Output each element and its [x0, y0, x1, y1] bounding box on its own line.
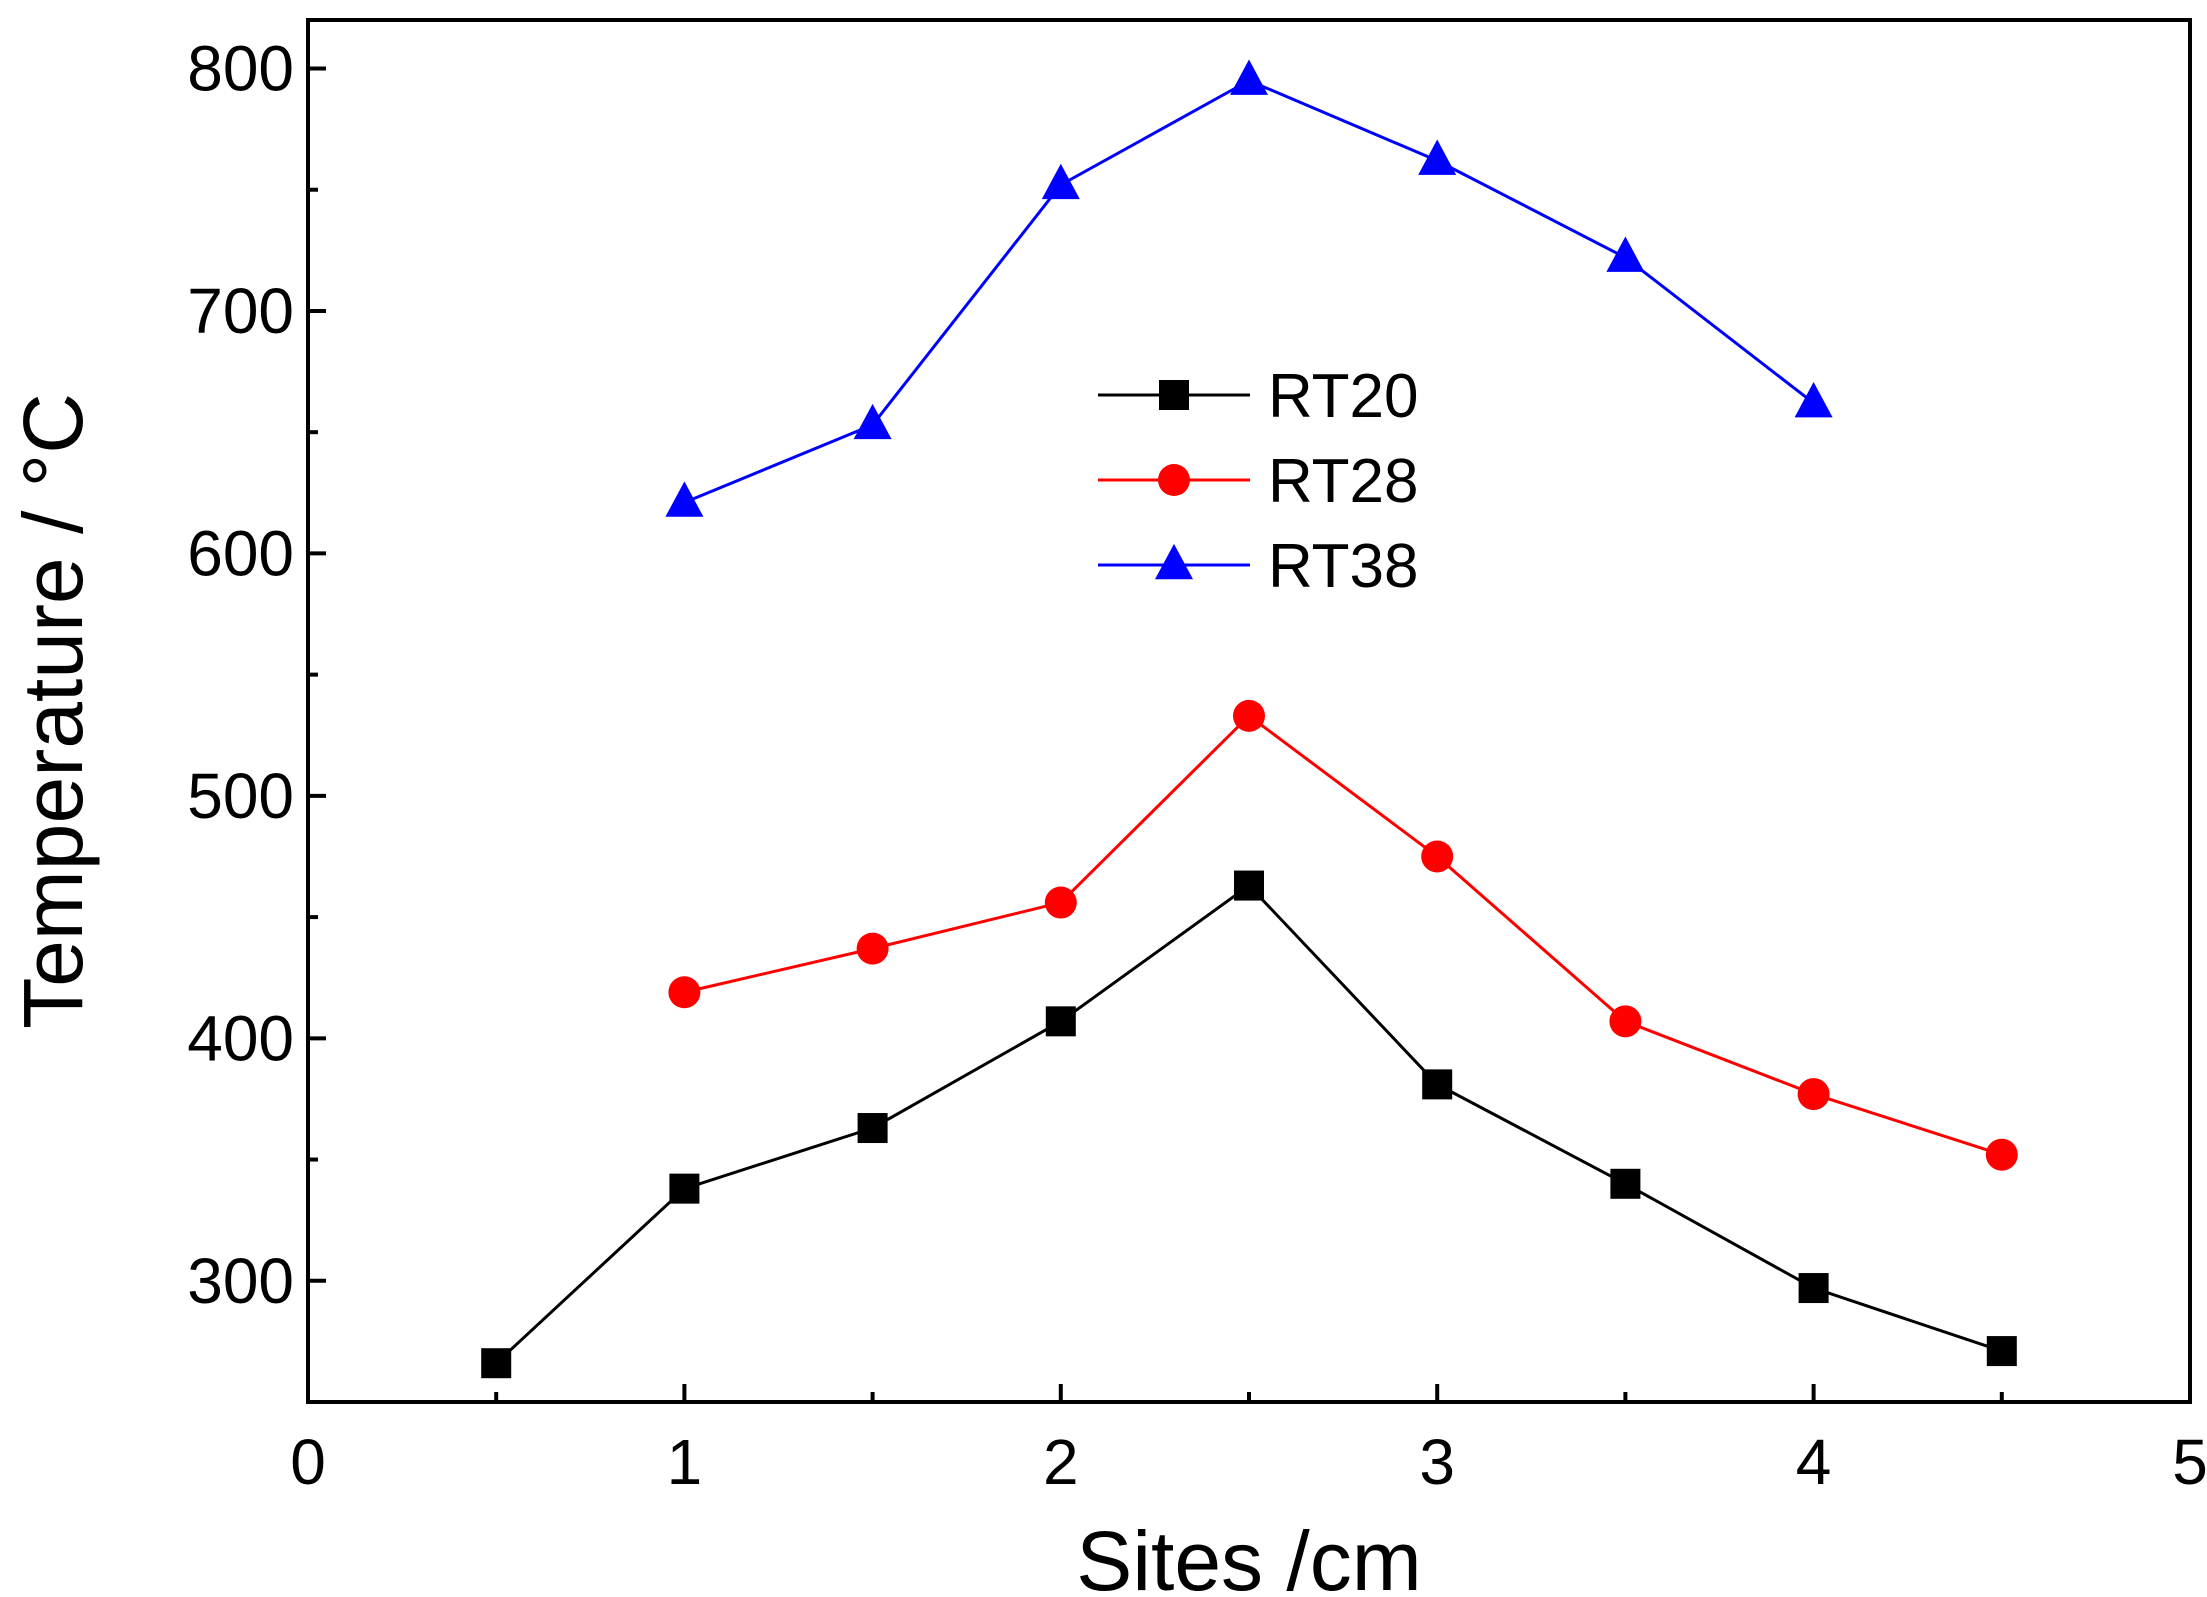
- y-axis-label: Temperature / °C: [6, 393, 100, 1029]
- data-point-RT20: [857, 1113, 888, 1144]
- data-point-RT20: [1045, 1006, 1076, 1037]
- y-tick-label: 800: [187, 32, 294, 104]
- series-line-RT20: [495, 883, 2003, 1365]
- data-point-RT38: [853, 403, 892, 440]
- x-tick-label: 2: [1043, 1426, 1079, 1498]
- legend: RT20 RT28 RT38: [1098, 362, 1419, 601]
- series-RT20: [481, 870, 2017, 1379]
- x-tick-label: 5: [2172, 1426, 2207, 1498]
- data-point-RT28: [1797, 1078, 1830, 1111]
- data-point-RT28: [1985, 1138, 2018, 1171]
- data-point-RT28: [1044, 886, 1077, 919]
- x-tick-label: 4: [1796, 1426, 1832, 1498]
- y-tick-label: 500: [187, 760, 294, 832]
- data-point-RT20: [1422, 1069, 1453, 1100]
- x-tick-label: 1: [667, 1426, 703, 1498]
- legend-marker-RT20: [1159, 380, 1189, 410]
- x-axis-ticks: 0 1 2 3 4 5: [290, 1384, 2207, 1498]
- data-point-RT38: [665, 481, 704, 517]
- x-axis-label: Sites /cm: [1076, 1514, 1421, 1597]
- series-RT28: [668, 699, 2018, 1171]
- data-point-RT38: [1794, 382, 1833, 418]
- data-point-RT38: [1606, 236, 1645, 272]
- data-point-RT20: [669, 1173, 700, 1204]
- x-tick-label: 3: [1419, 1426, 1455, 1498]
- legend-marker-RT38: [1155, 543, 1193, 580]
- data-point-RT38: [1041, 163, 1080, 200]
- series-RT38: [665, 59, 1833, 517]
- y-tick-label: 600: [187, 517, 294, 589]
- data-point-RT20: [1610, 1168, 1641, 1199]
- series-line-RT28: [684, 713, 2003, 1157]
- data-point-RT38: [1230, 59, 1268, 95]
- series-line-RT38: [683, 78, 1815, 504]
- data-point-RT28: [1421, 840, 1454, 873]
- data-point-RT28: [668, 976, 701, 1009]
- legend-label-RT28: RT28: [1268, 447, 1419, 516]
- legend-label-RT20: RT20: [1268, 362, 1419, 431]
- data-point-RT20: [481, 1348, 512, 1379]
- y-tick-label: 300: [187, 1245, 294, 1317]
- data-point-RT20: [1986, 1336, 2017, 1367]
- y-tick-label: 400: [187, 1002, 294, 1074]
- data-point-RT20: [1234, 870, 1264, 901]
- data-point-RT38: [1418, 139, 1457, 175]
- legend-label-RT38: RT38: [1268, 532, 1419, 601]
- x-tick-label: 0: [290, 1426, 326, 1498]
- data-point-RT28: [856, 932, 889, 965]
- y-axis-ticks: 300 400 500 600 700 800: [187, 32, 326, 1317]
- data-point-RT20: [1798, 1273, 1829, 1304]
- data-point-RT28: [1609, 1005, 1642, 1038]
- legend-marker-RT28: [1158, 464, 1190, 496]
- data-point-RT28: [1233, 699, 1265, 732]
- series-layer: [481, 59, 2018, 1379]
- y-tick-label: 700: [187, 275, 294, 347]
